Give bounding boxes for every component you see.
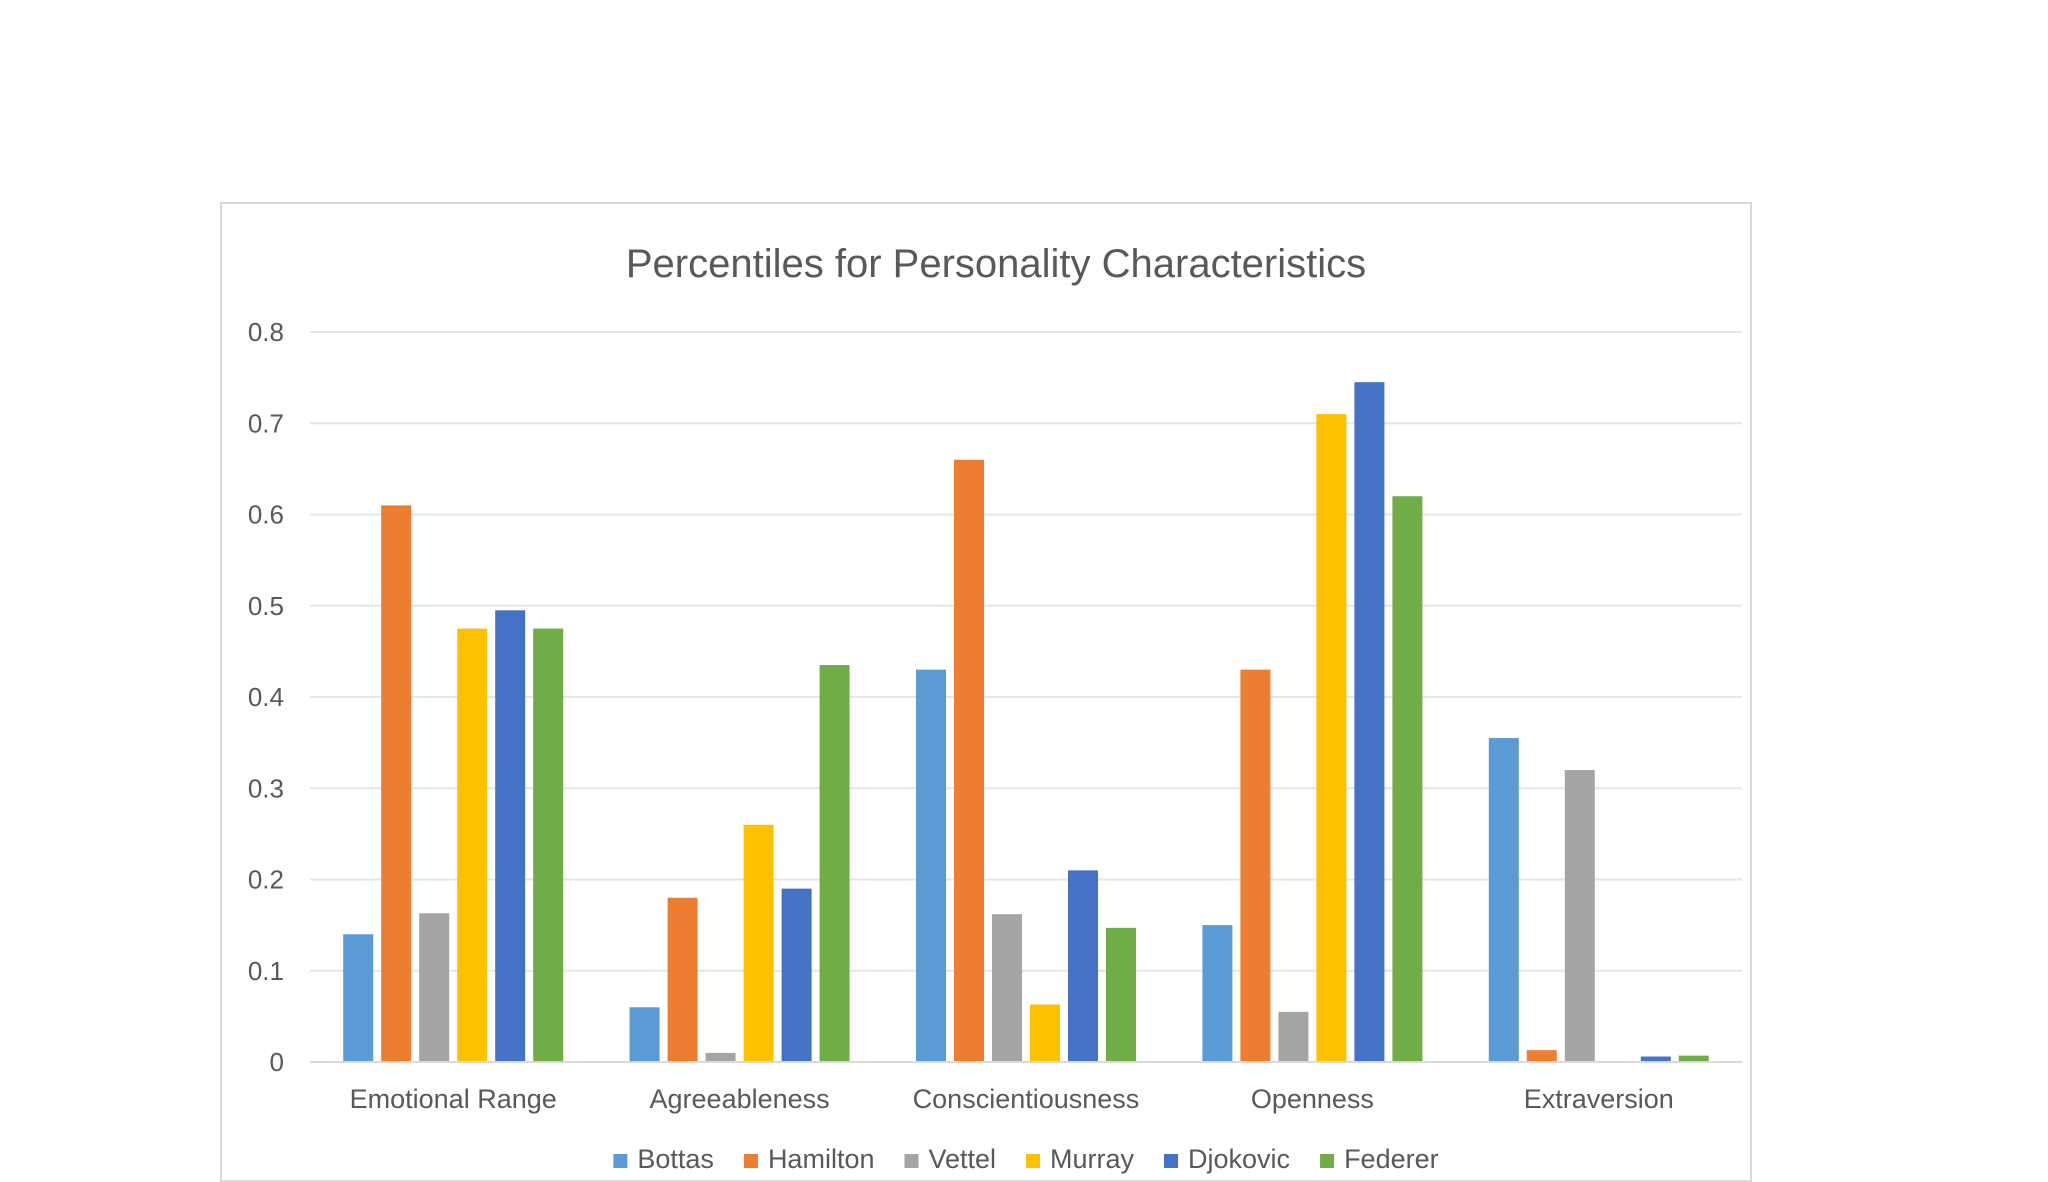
legend-swatch-djokovic	[1164, 1154, 1179, 1168]
y-tick-label: 0.8	[248, 317, 284, 347]
bar-vettel	[705, 1052, 736, 1062]
x-category-label: Agreeableness	[650, 1084, 830, 1114]
y-tick-label: 0.5	[248, 591, 284, 621]
x-category-label: Openness	[1251, 1084, 1374, 1114]
bar-djokovic	[1640, 1056, 1671, 1062]
bar-vettel	[1564, 770, 1595, 1062]
y-tick-label: 0.6	[248, 500, 284, 530]
y-tick-label: 0.3	[248, 773, 284, 803]
bar-federer	[1678, 1055, 1709, 1062]
bar-djokovic	[781, 888, 812, 1062]
legend-label-djokovic: Djokovic	[1188, 1144, 1290, 1174]
bar-bottas	[629, 1007, 660, 1062]
bar-murray	[457, 628, 488, 1062]
legend-label-hamilton: Hamilton	[768, 1144, 875, 1174]
bar-djokovic	[495, 610, 526, 1062]
y-tick-label: 0.4	[248, 682, 284, 712]
bar-bottas	[343, 934, 374, 1062]
bars	[343, 382, 1709, 1062]
bar-murray	[1316, 414, 1347, 1062]
legend-label-vettel: Vettel	[928, 1144, 996, 1174]
bar-hamilton	[667, 897, 698, 1062]
y-tick-label: 0.7	[248, 408, 284, 438]
legend-swatch-federer	[1320, 1154, 1335, 1168]
y-axis-tick-labels: 0 0.1 0.2 0.3 0.4 0.5 0.6 0.7 0.8	[248, 317, 284, 1077]
legend: Bottas Hamilton Vettel Murray Djokovic Federe…	[613, 1144, 1439, 1174]
y-tick-label: 0	[270, 1047, 284, 1077]
bar-vettel	[992, 914, 1022, 1062]
bar-chart: Percentiles for Personality Characterist…	[248, 242, 1742, 1174]
bar-federer	[1106, 927, 1136, 1062]
x-category-label: Emotional Range	[350, 1084, 557, 1114]
y-tick-label: 0.2	[248, 865, 284, 895]
legend-label-bottas: Bottas	[637, 1144, 714, 1174]
chart-frame: Percentiles for Personality Characterist…	[220, 202, 1752, 1182]
bar-djokovic	[1068, 870, 1098, 1062]
bar-bottas	[1488, 738, 1519, 1062]
bar-hamilton	[954, 459, 984, 1062]
bar-murray	[743, 824, 774, 1062]
chart-title: Percentiles for Personality Characterist…	[626, 242, 1366, 286]
legend-swatch-vettel	[904, 1154, 919, 1168]
bar-hamilton	[1526, 1050, 1557, 1062]
bar-vettel	[419, 913, 450, 1062]
legend-swatch-hamilton	[743, 1154, 758, 1168]
bar-murray	[1030, 1004, 1060, 1062]
bar-federer	[819, 665, 850, 1062]
bar-bottas	[916, 669, 946, 1062]
bar-federer	[533, 628, 564, 1062]
bar-federer	[1392, 496, 1423, 1062]
bar-djokovic	[1354, 382, 1385, 1062]
bar-hamilton	[1240, 669, 1271, 1062]
x-category-label: Extraversion	[1524, 1084, 1674, 1114]
bar-bottas	[1202, 925, 1233, 1062]
legend-swatch-murray	[1026, 1154, 1041, 1168]
legend-label-federer: Federer	[1344, 1144, 1439, 1174]
y-tick-label: 0.1	[248, 956, 284, 986]
legend-label-murray: Murray	[1050, 1144, 1135, 1174]
legend-swatch-bottas	[613, 1154, 628, 1168]
bar-vettel	[1278, 1011, 1309, 1062]
x-category-label: Conscientiousness	[913, 1084, 1140, 1114]
x-axis-category-labels: Emotional Range Agreeableness Conscientiou…	[350, 1084, 1674, 1114]
bar-hamilton	[381, 505, 412, 1062]
